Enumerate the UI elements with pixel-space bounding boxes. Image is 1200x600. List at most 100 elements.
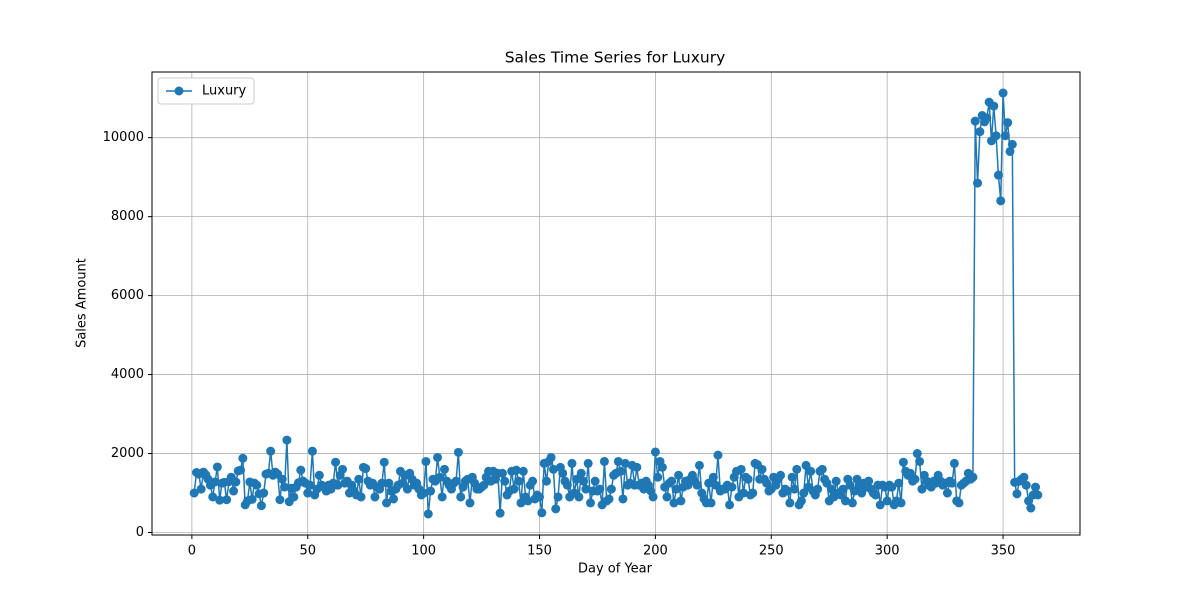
data-point (917, 484, 927, 494)
data-point (514, 476, 524, 486)
plot-frame (151, 71, 1081, 536)
data-point (757, 464, 767, 474)
data-point (535, 492, 545, 502)
data-point (456, 492, 466, 502)
data-point (708, 472, 718, 482)
data-point (648, 492, 658, 502)
data-point (581, 484, 591, 494)
x-tick-label: 200 (643, 544, 668, 559)
data-point (910, 474, 920, 484)
data-point (650, 447, 660, 457)
legend-label: Luxury (202, 84, 247, 99)
data-point (215, 495, 225, 505)
data-point (558, 468, 568, 478)
data-point (548, 464, 558, 474)
legend-marker (174, 86, 184, 96)
data-point (551, 504, 561, 514)
x-tick-label: 0 (188, 544, 196, 559)
data-point (579, 476, 589, 486)
data-point (912, 449, 922, 459)
x-tick-label: 150 (527, 544, 552, 559)
data-point (479, 480, 489, 490)
data-point (541, 476, 551, 486)
data-point (1026, 503, 1036, 513)
data-point (433, 452, 443, 462)
data-point (975, 127, 985, 137)
data-point (618, 494, 628, 504)
data-point (562, 480, 572, 490)
data-point (382, 498, 392, 508)
x-tick-label: 300 (875, 544, 900, 559)
data-point (827, 484, 837, 494)
data-point (595, 484, 605, 494)
data-point (1005, 146, 1015, 156)
data-point (662, 492, 672, 502)
data-point (277, 474, 287, 484)
data-point (887, 482, 897, 492)
data-point (783, 486, 793, 496)
data-point (1012, 489, 1022, 499)
data-point (377, 478, 387, 488)
data-point (421, 456, 431, 466)
data-point (356, 492, 366, 502)
data-point (574, 492, 584, 502)
data-point (361, 464, 371, 474)
data-point (653, 472, 663, 482)
data-point (500, 476, 510, 486)
data-point (838, 484, 848, 494)
data-point (676, 496, 686, 506)
data-point (208, 492, 218, 502)
data-point (692, 480, 702, 490)
data-point (259, 488, 269, 498)
data-point (864, 476, 874, 486)
data-point (256, 501, 266, 511)
data-point (817, 464, 827, 474)
data-point (748, 488, 758, 498)
data-point (305, 480, 315, 490)
data-point (495, 508, 505, 518)
data-point (210, 477, 220, 487)
data-point (998, 88, 1008, 98)
data-point (991, 131, 1001, 141)
data-point (553, 492, 563, 502)
data-point (546, 452, 556, 462)
data-point (989, 101, 999, 111)
data-point (776, 470, 786, 480)
data-point (787, 472, 797, 482)
data-point (947, 478, 957, 488)
data-point (511, 465, 521, 475)
data-point (583, 458, 593, 468)
data-point (282, 435, 292, 445)
data-point (331, 457, 341, 467)
data-point (871, 490, 881, 500)
data-point (423, 509, 433, 519)
data-point (996, 196, 1006, 206)
data-point (620, 458, 630, 468)
data-point (616, 466, 626, 476)
data-point (970, 116, 980, 126)
data-point (982, 113, 992, 123)
data-point (1031, 482, 1041, 492)
data-point (247, 494, 257, 504)
data-point (671, 484, 681, 494)
data-point (354, 474, 364, 484)
x-tick-label: 250 (759, 544, 784, 559)
data-point (238, 453, 248, 463)
data-point (606, 484, 616, 494)
data-point (236, 465, 246, 475)
data-point (669, 498, 679, 508)
data-point (898, 457, 908, 467)
data-point (613, 456, 623, 466)
y-tick-label: 2000 (111, 446, 144, 461)
data-point (792, 464, 802, 474)
data-point (370, 492, 380, 502)
data-point (657, 462, 667, 472)
y-tick-label: 6000 (111, 288, 144, 303)
data-point (189, 488, 199, 498)
data-point (875, 500, 885, 510)
data-point (307, 446, 317, 456)
data-point (296, 465, 306, 475)
y-axis-label: Sales Amount (75, 258, 90, 348)
data-point (439, 464, 449, 474)
